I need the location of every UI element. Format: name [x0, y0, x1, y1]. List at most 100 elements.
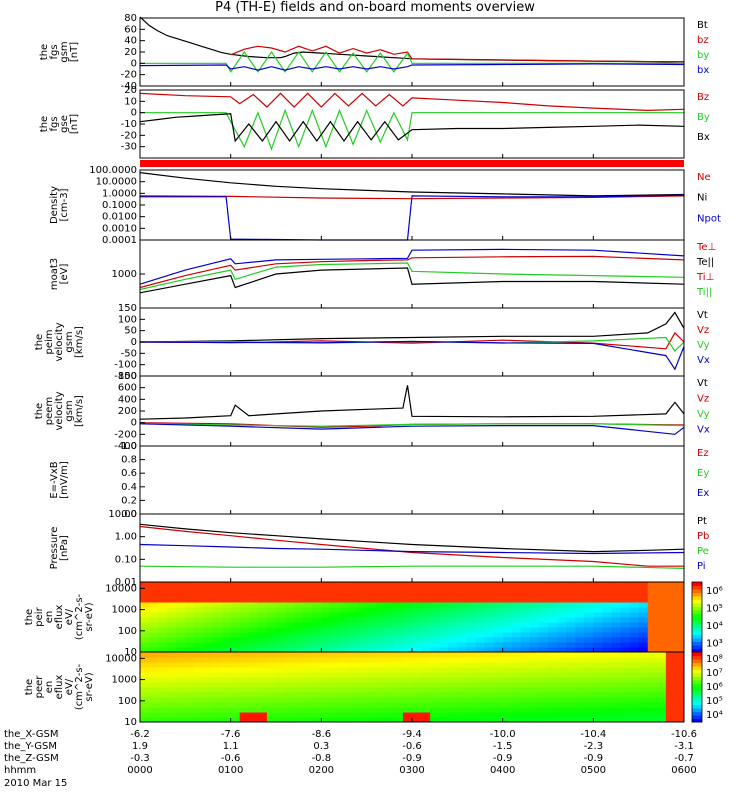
colorbar-segment: [692, 697, 702, 702]
colorbar-tick: 10⁶: [706, 682, 723, 693]
spectrogram-cell: [176, 692, 186, 698]
spectrogram-cell: [448, 657, 458, 663]
y-tick-label: 0.8: [121, 455, 137, 466]
spectrogram-cell: [239, 667, 250, 673]
spectrogram-cell: [140, 617, 150, 623]
spectrogram-cell: [194, 707, 204, 713]
spectrogram-cell: [520, 707, 531, 713]
spectrogram-cell: [638, 612, 649, 618]
spectrogram-cell: [194, 652, 204, 658]
spectrogram-cell: [194, 677, 204, 683]
spectrogram-cell: [393, 717, 404, 723]
spectrogram-cell: [176, 637, 186, 643]
colorbar-segment: [692, 648, 702, 653]
spectrogram-cell: [366, 677, 377, 683]
spectrogram-cell: [276, 587, 286, 593]
spectrogram-cell: [357, 682, 368, 688]
spectrogram-cell: [294, 642, 304, 648]
spectrogram-cell: [303, 622, 313, 628]
panel-frame: [139, 169, 685, 241]
spectrogram-cell: [493, 592, 504, 598]
spectrogram-cell: [393, 632, 404, 638]
spectrogram-cell: [203, 677, 214, 683]
spectrogram-cell: [384, 597, 395, 603]
spectrogram-cell: [158, 682, 168, 688]
spectrogram-cell: [393, 707, 404, 713]
spectrogram-cell: [248, 657, 259, 663]
spectrogram-cell: [285, 597, 295, 603]
spectrogram-cell: [602, 587, 612, 593]
spectrogram-cell: [647, 617, 658, 623]
spectrogram-cell: [402, 637, 413, 643]
spectrogram-cell: [448, 602, 458, 608]
spectrogram-cell: [257, 642, 268, 648]
spectrogram-cell: [611, 607, 622, 613]
spectrogram-cell: [366, 607, 377, 613]
spectrogram-cell: [475, 697, 486, 703]
y-axis-label: velocity: [54, 322, 65, 361]
spectrogram-cell: [239, 582, 250, 588]
spectrogram-cell: [629, 617, 640, 623]
spectrogram-cell: [484, 602, 495, 608]
spectrogram-cell: [520, 657, 531, 663]
y-tick-label: 1.0000: [102, 188, 137, 199]
spectrogram-cell: [638, 677, 649, 683]
spectrogram-cell: [629, 627, 640, 633]
spectrogram-cell: [321, 697, 331, 703]
spectrogram-cell: [303, 667, 313, 673]
spectrogram-cell: [140, 702, 150, 708]
spectrogram-cell: [384, 627, 395, 633]
spectrogram-cell: [303, 677, 313, 683]
spectrogram-cell: [294, 672, 304, 678]
spectrogram-cell: [475, 592, 486, 598]
spectrogram-cell: [276, 602, 286, 608]
spectrogram-cell: [412, 692, 422, 698]
spectrogram-cell: [566, 617, 576, 623]
spectrogram-cell: [575, 682, 585, 688]
colorbar-tick: 10⁸: [706, 654, 723, 665]
spectrogram-cell: [167, 652, 177, 658]
spectrogram-cell: [593, 582, 603, 588]
spectrogram-cell: [366, 662, 377, 668]
spectrogram-cell: [257, 582, 268, 588]
spectrogram-cell: [158, 612, 168, 618]
spectrogram-cell: [638, 627, 649, 633]
spectrogram-cell: [448, 637, 458, 643]
spectrogram-cell: [303, 692, 313, 698]
spectrogram-cell: [402, 632, 413, 638]
spectrogram-cell: [149, 627, 159, 633]
spectrogram-cell: [511, 632, 522, 638]
spectrogram-cell: [167, 642, 177, 648]
spectrogram-cell: [493, 617, 504, 623]
spectrogram-cell: [294, 657, 304, 663]
spectrogram-cell: [656, 592, 667, 598]
spectrogram-cell: [221, 702, 232, 708]
y-axis-label: the: [39, 44, 50, 60]
spectrogram-cell: [167, 632, 177, 638]
spectrogram-cell: [248, 582, 259, 588]
y-axis-label: the: [34, 334, 45, 350]
spectrogram-cell: [312, 712, 322, 718]
spectrogram-cell: [212, 672, 223, 678]
y-tick-label: 100: [118, 314, 137, 325]
spectrogram-cell: [348, 712, 359, 718]
spectrogram-cell: [140, 632, 150, 638]
spectrogram-cell: [611, 707, 622, 713]
spectrogram-cell: [167, 582, 177, 588]
colorbar-segment: [692, 606, 702, 611]
spectrogram-cell: [566, 652, 576, 658]
spectrogram-cell: [566, 642, 576, 648]
colorbar-segment: [692, 704, 702, 709]
spectrogram-cell: [548, 582, 558, 588]
spectrogram-cell: [375, 687, 386, 693]
spectrogram-cell: [203, 632, 214, 638]
spectrogram-cell: [167, 662, 177, 668]
spectrogram-cell: [375, 712, 386, 718]
spectrogram-cell: [656, 637, 667, 643]
spectrogram-cell: [575, 612, 585, 618]
spectrogram-cell: [257, 627, 268, 633]
spectrogram-cell: [176, 717, 186, 723]
y-axis-label: en: [44, 611, 55, 624]
spectrogram-cell: [511, 687, 522, 693]
spectrogram-cell: [303, 682, 313, 688]
